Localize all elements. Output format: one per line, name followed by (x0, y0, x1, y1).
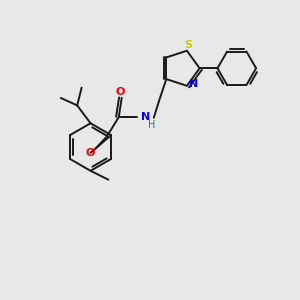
Text: S: S (184, 40, 192, 50)
Text: O: O (86, 148, 95, 158)
Text: N: N (141, 112, 150, 122)
Text: H: H (148, 120, 155, 130)
Text: O: O (116, 88, 125, 98)
Text: N: N (189, 79, 198, 89)
